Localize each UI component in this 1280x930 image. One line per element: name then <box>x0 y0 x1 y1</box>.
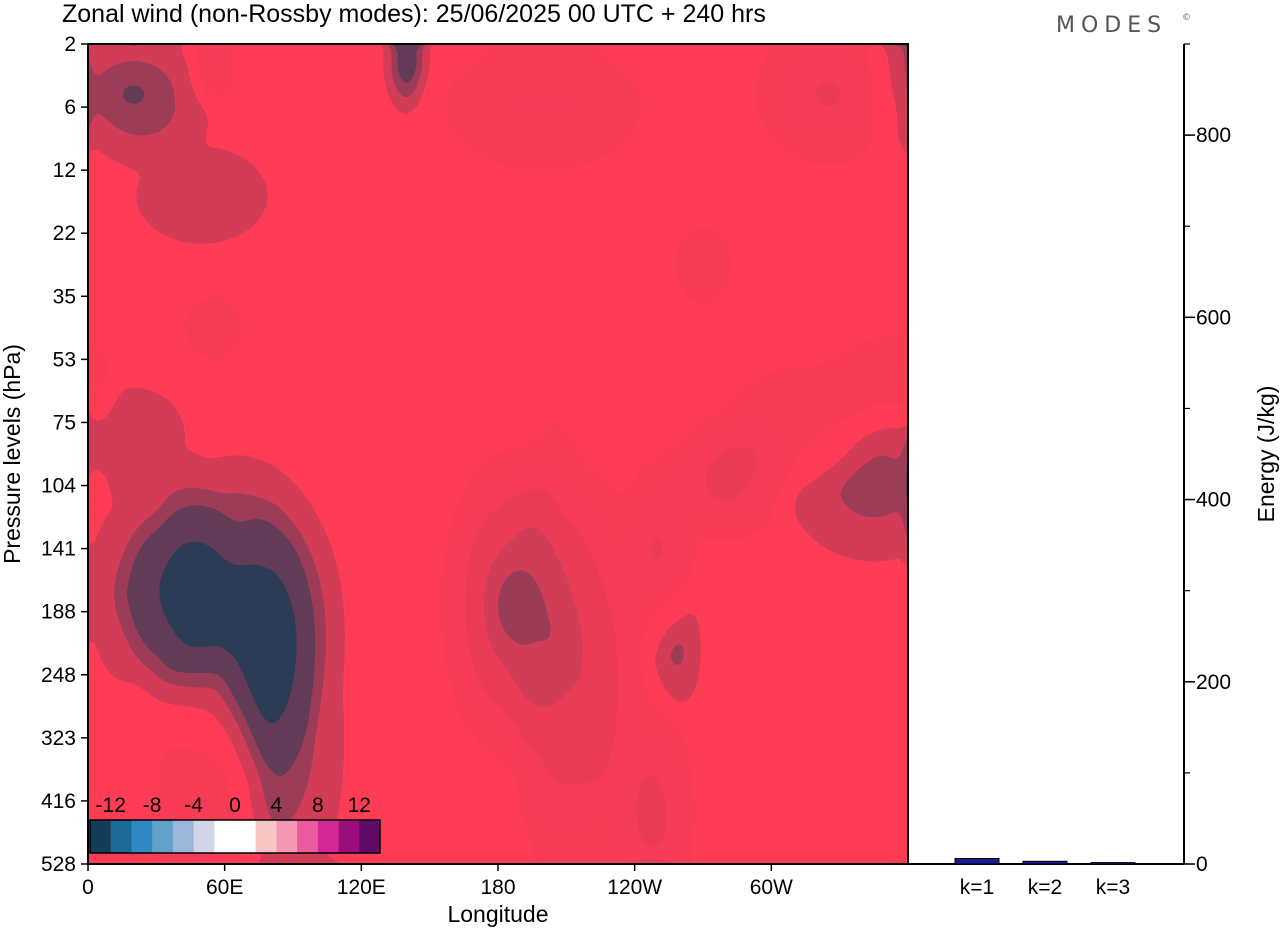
energy-tick-label: 400 <box>1196 489 1231 512</box>
energy-tick-label: 600 <box>1196 306 1231 329</box>
x-axis-label: Longitude <box>447 901 548 927</box>
wind-anomaly <box>88 94 339 297</box>
energy-bars: k=1 k=2 k=3 <box>954 858 1136 899</box>
x-tick-label: 60W <box>750 876 793 899</box>
y-tick-label: 53 <box>53 348 76 371</box>
colorbar-swatch <box>152 820 174 853</box>
colorbar-tick-label: 12 <box>348 794 371 817</box>
colorbar-tick-label: -4 <box>184 794 203 817</box>
bar-category-label: k=3 <box>1096 876 1130 899</box>
energy-axis-label: Energy (J/kg) <box>1253 386 1279 523</box>
y-tick-label: 416 <box>41 790 76 813</box>
bar-category-label: k=1 <box>960 876 994 899</box>
x-tick-label: 0 <box>82 876 94 899</box>
y-tick-label: 75 <box>53 412 76 435</box>
wind-anomaly <box>186 44 241 114</box>
wind-field <box>88 44 908 864</box>
wind-anomaly <box>88 359 216 511</box>
y-tick-label: 141 <box>41 538 76 561</box>
energy-bar <box>954 858 1000 865</box>
colorbar-swatch <box>235 820 257 853</box>
x-tick-label: 60E <box>206 876 243 899</box>
y-tick-label: 248 <box>41 664 76 687</box>
y-tick-label: 323 <box>41 727 76 750</box>
bar-category-label: k=2 <box>1028 876 1062 899</box>
wind-anomaly <box>611 693 703 864</box>
chart-title: Zonal wind (non-Rossby modes): 25/06/202… <box>62 0 766 28</box>
wind-anomaly <box>648 189 758 341</box>
colorbar-swatch <box>131 820 153 853</box>
colorbar-swatch <box>359 820 381 853</box>
wind-anomaly <box>158 264 268 391</box>
colorbar-swatch <box>317 820 339 853</box>
wind-anomaly <box>88 327 118 429</box>
colorbar-frame <box>89 819 381 854</box>
colorbar-swatch <box>255 820 277 853</box>
y-axis-energy-ticks: 0 200 400 600 800 <box>1184 43 1231 876</box>
y-tick-label: 22 <box>53 222 76 245</box>
colorbar-swatch <box>172 820 194 853</box>
logo-mark: © <box>1182 13 1191 23</box>
colorbar-tick-label: -12 <box>96 794 126 817</box>
wind-anomaly <box>406 44 681 196</box>
y-axis-pressure-ticks: 2 6 12 22 35 53 75 104 141 188 248 323 416 528 <box>41 33 88 876</box>
colorbar-tick-label: -8 <box>143 794 162 817</box>
colorbar-tick-label: 8 <box>312 794 324 817</box>
x-tick-label: 120W <box>607 876 662 899</box>
energy-bar <box>1022 860 1068 865</box>
heatmap-panel <box>88 44 908 864</box>
modes-logo: MODES <box>1056 13 1167 38</box>
wind-anomaly <box>737 44 908 183</box>
colorbar-tick-label: 4 <box>271 794 283 817</box>
x-tick-label: 180 <box>480 876 515 899</box>
colorbar <box>89 819 381 854</box>
y-tick-label: 12 <box>53 159 76 182</box>
y-axis-label: Pressure levels (hPa) <box>0 344 25 564</box>
y-tick-label: 104 <box>41 475 76 498</box>
energy-tick-label: 800 <box>1196 124 1231 147</box>
wind-anomaly <box>88 466 168 719</box>
colorbar-swatch <box>90 820 112 853</box>
colorbar-swatch <box>276 820 298 853</box>
colorbar-swatch <box>193 820 215 853</box>
y-tick-label: 188 <box>41 601 76 624</box>
colorbar-labels: -12 -8 -4 0 4 8 12 <box>96 794 371 817</box>
energy-tick-label: 0 <box>1196 853 1208 876</box>
energy-tick-label: 200 <box>1196 671 1231 694</box>
colorbar-tick-label: 0 <box>229 794 241 817</box>
y-tick-label: 528 <box>41 853 76 876</box>
colorbar-swatch <box>297 820 319 853</box>
colorbar-swatch <box>338 820 360 853</box>
energy-bar <box>1090 862 1136 865</box>
wind-anomaly <box>803 315 908 442</box>
colorbar-swatch <box>110 820 132 853</box>
y-tick-label: 6 <box>64 96 76 119</box>
y-tick-label: 2 <box>64 33 76 56</box>
colorbar-swatch <box>214 820 236 853</box>
wind-anomaly <box>240 510 369 864</box>
x-tick-label: 120E <box>337 876 386 899</box>
y-tick-label: 35 <box>53 285 76 308</box>
x-axis-longitude-ticks: 0 60E 120E 180 120W 60W <box>82 864 793 899</box>
wind-anomaly <box>133 649 271 864</box>
